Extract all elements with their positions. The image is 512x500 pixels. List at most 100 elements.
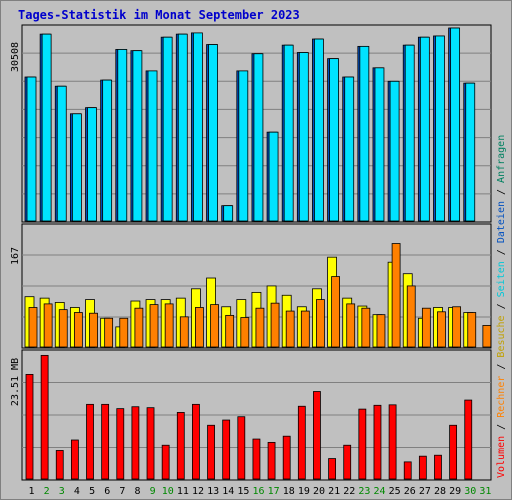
bar-volumen: [101, 403, 110, 480]
legend-separator: /: [496, 358, 507, 376]
bar-anfragen: [223, 205, 234, 222]
x-tick-label: 31: [479, 486, 491, 497]
bar-volumen: [418, 455, 427, 480]
bar-anfragen: [41, 33, 52, 222]
bars: [24, 27, 492, 480]
x-tick-label: 4: [74, 486, 80, 497]
x-tick-label: 17: [268, 486, 280, 497]
legend-besuche: Besuche: [496, 315, 507, 357]
bar-rechner: [467, 312, 477, 348]
bar-rechner: [240, 317, 250, 348]
legend-dateien: Dateien: [496, 201, 507, 243]
bar-anfragen: [404, 44, 415, 222]
bar-anfragen: [450, 27, 461, 222]
chart-title: Tages-Statistik im Monat September 2023: [18, 8, 300, 22]
bar-volumen: [86, 403, 94, 480]
bar-rechner: [346, 303, 356, 348]
bar-volumen: [55, 450, 64, 480]
bar-volumen: [131, 406, 140, 480]
bar-anfragen: [177, 33, 188, 222]
bar-volumen: [343, 444, 352, 480]
x-tick-label: 23: [358, 486, 370, 497]
bar-anfragen: [87, 107, 97, 222]
bar-rechner: [73, 312, 83, 348]
bar-volumen: [161, 444, 170, 480]
bar-volumen: [434, 454, 442, 480]
bar-volumen: [176, 412, 185, 480]
x-tick-label: 14: [222, 486, 234, 497]
bar-rechner: [210, 304, 219, 348]
x-tick-label: 9: [150, 486, 156, 497]
bar-rechner: [391, 243, 401, 348]
bar-anfragen: [56, 85, 67, 222]
bar-volumen: [358, 408, 367, 480]
bar-rechner: [134, 307, 144, 348]
bar-rechner: [285, 310, 295, 348]
x-tick-label: 30: [464, 486, 476, 497]
x-tick-label: 10: [162, 486, 174, 497]
bar-anfragen: [102, 79, 113, 222]
x-tick-label: 1: [29, 486, 35, 497]
bar-rechner: [361, 307, 371, 348]
bar-rechner: [164, 303, 174, 348]
legend-separator: /: [496, 297, 507, 315]
bar-anfragen: [253, 53, 264, 222]
bar-volumen: [403, 461, 412, 480]
bar-rechner: [28, 307, 38, 348]
bar-rechner: [270, 302, 280, 348]
x-tick-label: 8: [134, 486, 140, 497]
x-tick-label: 24: [374, 486, 386, 497]
bar-anfragen: [465, 82, 476, 222]
bar-volumen: [297, 405, 306, 480]
bar-rechner: [119, 317, 129, 348]
legend-anfragen: Anfragen: [496, 135, 507, 183]
bar-volumen: [313, 391, 321, 480]
bar-rechner: [452, 306, 462, 348]
bar-anfragen: [314, 38, 324, 222]
bar-anfragen: [298, 52, 309, 222]
bar-volumen: [25, 373, 34, 480]
x-tick-label: 2: [44, 486, 50, 497]
legend-seiten: Seiten: [496, 261, 507, 297]
x-tick-label: 3: [59, 486, 65, 497]
bar-anfragen: [71, 113, 82, 222]
bar-anfragen: [193, 32, 203, 222]
bar-volumen: [116, 408, 125, 480]
bar-volumen: [207, 424, 215, 480]
bar-anfragen: [359, 45, 370, 222]
x-tick-label: 18: [283, 486, 295, 497]
bar-volumen: [237, 416, 246, 480]
bar-rechner: [421, 307, 431, 348]
bar-anfragen: [117, 49, 128, 222]
bar-volumen: [222, 419, 231, 480]
bar-rechner: [225, 314, 235, 348]
bar-rechner: [89, 312, 98, 348]
bar-rechner: [104, 317, 114, 348]
bar-rechner: [255, 307, 265, 348]
x-tick-label: 25: [389, 486, 401, 497]
bar-rechner: [331, 276, 340, 348]
bar-anfragen: [162, 36, 173, 222]
bar-anfragen: [268, 131, 279, 222]
bar-volumen: [328, 458, 336, 480]
x-tick-label: 27: [419, 486, 431, 497]
legend-volumen: Volumen: [496, 436, 507, 478]
legend-separator: /: [496, 183, 507, 201]
bar-anfragen: [329, 58, 339, 222]
x-tick-label: 26: [404, 486, 416, 497]
bar-rechner: [300, 310, 310, 348]
legend-rechner: Rechner: [496, 376, 507, 418]
x-tick-label: 19: [298, 486, 310, 497]
legend-separator: /: [496, 418, 507, 436]
bar-rechner: [179, 316, 189, 348]
bar-rechner: [43, 303, 53, 348]
x-tick-label: 21: [328, 486, 340, 497]
bar-volumen: [388, 404, 397, 480]
legend-text: Volumen / Rechner / Besuche / Seiten / D…: [496, 135, 507, 478]
bar-anfragen: [238, 70, 249, 222]
bar-anfragen: [435, 35, 445, 222]
bar-anfragen: [419, 36, 430, 222]
bar-rechner: [195, 307, 204, 348]
